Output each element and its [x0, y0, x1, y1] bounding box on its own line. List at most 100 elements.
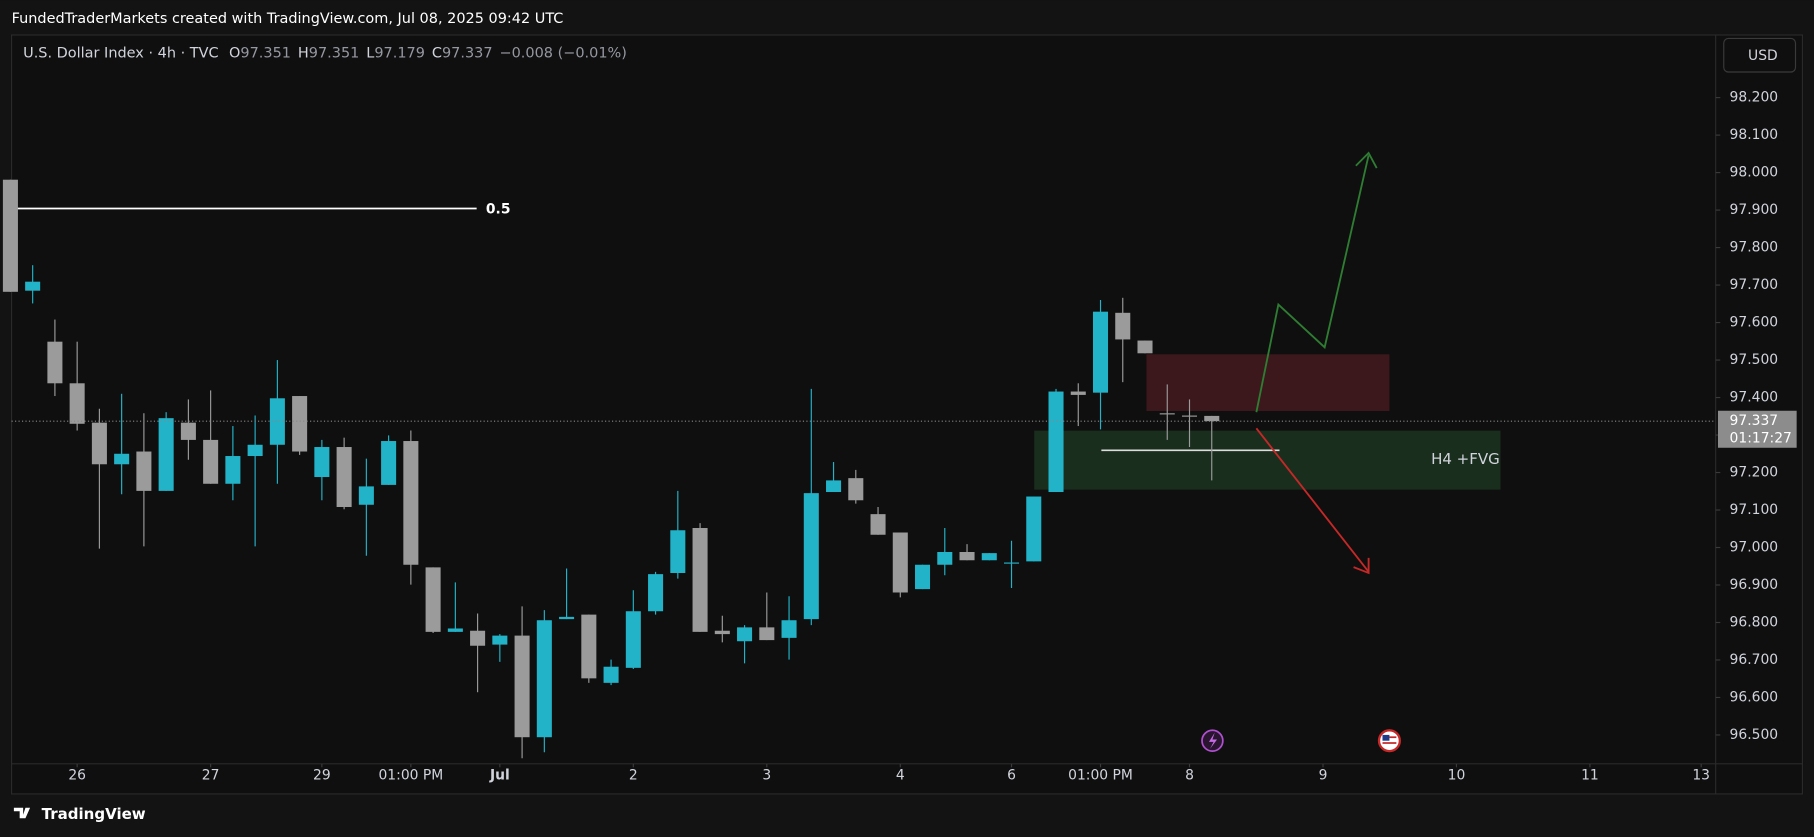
- candle-body: [981, 553, 997, 561]
- candle-body: [314, 447, 330, 478]
- ohlc-value: 97.179: [374, 46, 425, 62]
- candle-body: [1137, 340, 1153, 354]
- candle-body: [25, 281, 41, 291]
- x-tick-label: 9: [1319, 767, 1328, 783]
- candle-body: [803, 493, 819, 620]
- candle-body: [648, 574, 664, 612]
- candle-body: [1004, 562, 1020, 564]
- candle-body: [826, 480, 842, 493]
- candle-body: [514, 635, 530, 738]
- y-tick-label: 97.200: [1730, 465, 1779, 481]
- ohlc-value: 97.337: [442, 46, 493, 62]
- x-tick-label: 2: [629, 767, 638, 783]
- candle-body: [759, 627, 775, 641]
- y-tick-label: 96.600: [1730, 689, 1779, 705]
- candle-body: [781, 620, 797, 638]
- x-tick-label: 29: [313, 767, 331, 783]
- candle-body: [848, 478, 864, 501]
- y-tick-label: 97.700: [1730, 277, 1779, 293]
- fvg-zone: [1034, 430, 1501, 490]
- y-tick-label: 96.700: [1730, 652, 1779, 668]
- bear-arrowhead: [1353, 557, 1370, 575]
- candle-body: [225, 456, 241, 484]
- candle-body: [403, 441, 419, 565]
- candle-body: [425, 567, 441, 632]
- header-title: FundedTraderMarkets created with Trading…: [12, 11, 564, 27]
- currency-button[interactable]: [1723, 37, 1797, 73]
- candle-body: [158, 418, 174, 491]
- bear-path: [1255, 427, 1370, 573]
- fvg-label: H4 +FVG: [1431, 450, 1500, 468]
- y-tick-label: 96.800: [1730, 614, 1779, 630]
- countdown: 01:17:27: [1730, 431, 1792, 447]
- candle-body: [1204, 415, 1220, 422]
- lightning: [1208, 732, 1218, 749]
- x-tick-label: 10: [1448, 767, 1466, 783]
- supply-zone: [1146, 354, 1390, 411]
- legend: U.S. Dollar Index · 4h · TVC O97.351 H97.3…: [23, 46, 627, 62]
- bull-arrowhead: [1355, 151, 1378, 169]
- drawings: 0.5 H4 +FVG: [17, 151, 1501, 575]
- candle-body: [69, 383, 85, 424]
- candle-body: [470, 630, 486, 646]
- candle-body: [247, 444, 263, 457]
- candle-body: [870, 514, 886, 535]
- candle-body: [114, 453, 130, 465]
- candle-body: [714, 630, 730, 635]
- y-tick-label: 97.600: [1730, 315, 1779, 331]
- x-tick-label: 27: [202, 767, 220, 783]
- y-tick-label: 97.800: [1730, 240, 1779, 256]
- ohlc-key: C: [432, 46, 442, 62]
- ohlc-key: O: [229, 46, 240, 62]
- candle-body: [670, 530, 686, 573]
- candle-body: [959, 552, 975, 561]
- candle-body: [381, 441, 397, 485]
- ohlc-value: 97.351: [240, 46, 291, 62]
- candle-body: [603, 666, 619, 683]
- candle-body: [269, 398, 285, 445]
- ohlc-key: L: [366, 46, 374, 62]
- candle-body: [581, 614, 597, 679]
- candle-body: [1181, 415, 1198, 417]
- y-tick-label: 97.100: [1730, 502, 1779, 518]
- x-tick-label: 3: [762, 767, 771, 783]
- candle-body: [559, 616, 575, 620]
- candle-body: [136, 451, 152, 491]
- brand: TradingView: [42, 805, 146, 823]
- candle-body: [1115, 312, 1131, 340]
- fib-label: 0.5: [486, 202, 511, 218]
- candle-body: [1048, 391, 1064, 493]
- last-price-label: 97.337: [1730, 413, 1779, 429]
- candle-body: [625, 611, 641, 668]
- ohlc-key: H: [298, 46, 309, 62]
- candle-body: [447, 628, 463, 632]
- y-tick-label: 97.900: [1730, 202, 1779, 218]
- ohlc-value: 97.351: [309, 46, 360, 62]
- x-tick-label: 01:00 PM: [1068, 767, 1133, 783]
- x-tick-label: 01:00 PM: [378, 767, 443, 783]
- candle-body: [737, 627, 753, 642]
- y-tick-label: 96.500: [1730, 727, 1779, 743]
- currency-label: USD: [1748, 48, 1778, 64]
- x-tick-label: 13: [1692, 767, 1710, 783]
- candle-body: [292, 396, 308, 452]
- candle-body: [1026, 496, 1042, 562]
- logo-mark: [13, 807, 31, 819]
- last-price-tag: [1717, 410, 1797, 448]
- y-tick-label: 97.400: [1730, 390, 1779, 406]
- flag-canton: [1382, 734, 1390, 741]
- candle-body: [937, 552, 953, 565]
- y-tick-label: 98.000: [1730, 165, 1779, 181]
- x-tick-label: Jul: [489, 767, 510, 783]
- candle-body: [536, 620, 552, 738]
- candle-body: [358, 486, 374, 505]
- candle-body: [2, 179, 18, 292]
- candle-body: [492, 635, 508, 645]
- y-tick-label: 97.500: [1730, 352, 1779, 368]
- candle-body: [180, 422, 196, 440]
- chart-frame: [10, 34, 1804, 795]
- candle-body: [47, 341, 63, 384]
- x-tick-label: 6: [1007, 767, 1016, 783]
